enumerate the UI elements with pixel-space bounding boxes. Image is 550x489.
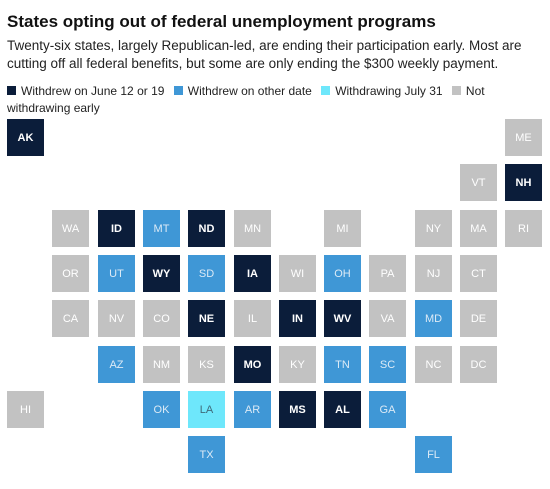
- state-tile-ga: GA: [369, 391, 406, 428]
- legend-swatch-june: [7, 86, 16, 95]
- state-tile-nc: NC: [415, 346, 452, 383]
- state-tile-dc: DC: [460, 346, 497, 383]
- legend-label-july: Withdrawing July 31: [335, 84, 443, 98]
- state-tile-nj: NJ: [415, 255, 452, 292]
- state-tile-wi: WI: [279, 255, 316, 292]
- state-tile-mt: MT: [143, 210, 180, 247]
- state-tile-nd: ND: [188, 210, 225, 247]
- state-tile-nm: NM: [143, 346, 180, 383]
- legend-item-other: Withdrew on other date: [173, 84, 312, 98]
- legend-item-july: Withdrawing July 31: [321, 84, 443, 98]
- legend: Withdrew on June 12 or 19 Withdrew on ot…: [7, 83, 542, 117]
- state-tile-la: LA: [188, 391, 225, 428]
- state-tile-va: VA: [369, 300, 406, 337]
- state-tile-pa: PA: [369, 255, 406, 292]
- chart-title: States opting out of federal unemploymen…: [7, 12, 436, 31]
- state-tile-oh: OH: [324, 255, 361, 292]
- state-tile-tx: TX: [188, 436, 225, 473]
- state-tile-ma: MA: [460, 210, 497, 247]
- state-tile-il: IL: [234, 300, 271, 337]
- state-tile-ct: CT: [460, 255, 497, 292]
- state-tile-al: AL: [324, 391, 361, 428]
- chart-subtitle: Twenty-six states, largely Republican-le…: [7, 38, 522, 71]
- state-tile-ky: KY: [279, 346, 316, 383]
- state-tile-me: ME: [505, 119, 542, 156]
- state-tile-ia: IA: [234, 255, 271, 292]
- state-tile-ne: NE: [188, 300, 225, 337]
- state-tile-ar: AR: [234, 391, 271, 428]
- state-tile-ak: AK: [7, 119, 44, 156]
- state-tile-or: OR: [52, 255, 89, 292]
- legend-swatch-other: [173, 86, 183, 95]
- state-tile-az: AZ: [98, 346, 135, 383]
- state-tile-ks: KS: [188, 346, 225, 383]
- state-tile-ok: OK: [143, 391, 180, 428]
- state-tile-ca: CA: [52, 300, 89, 337]
- state-tile-wa: WA: [52, 210, 89, 247]
- state-tile-nv: NV: [98, 300, 135, 337]
- state-tile-mo: MO: [234, 346, 271, 383]
- state-tile-tn: TN: [324, 346, 361, 383]
- state-tile-mi: MI: [324, 210, 361, 247]
- state-tile-co: CO: [143, 300, 180, 337]
- state-tile-ut: UT: [98, 255, 135, 292]
- state-tile-ms: MS: [279, 391, 316, 428]
- legend-item-june: Withdrew on June 12 or 19: [7, 84, 164, 98]
- state-tile-fl: FL: [415, 436, 452, 473]
- state-tile-in: IN: [279, 300, 316, 337]
- state-tile-md: MD: [415, 300, 452, 337]
- state-tile-wv: WV: [324, 300, 361, 337]
- state-tile-hi: HI: [7, 391, 44, 428]
- state-tile-sc: SC: [369, 346, 406, 383]
- state-tile-mn: MN: [234, 210, 271, 247]
- state-tile-id: ID: [98, 210, 135, 247]
- legend-label-other: Withdrew on other date: [187, 84, 312, 98]
- state-tile-ri: RI: [505, 210, 542, 247]
- state-tile-vt: VT: [460, 164, 497, 201]
- state-tile-wy: WY: [143, 255, 180, 292]
- state-tile-sd: SD: [188, 255, 225, 292]
- state-tile-nh: NH: [505, 164, 542, 201]
- legend-label-june: Withdrew on June 12 or 19: [21, 84, 165, 98]
- state-tile-ny: NY: [415, 210, 452, 247]
- legend-item-not: Not withdrawing early: [7, 84, 485, 115]
- state-tile-de: DE: [460, 300, 497, 337]
- legend-label-not: Not withdrawing early: [7, 84, 485, 115]
- legend-swatch-not: [451, 86, 461, 95]
- legend-swatch-july: [321, 86, 331, 95]
